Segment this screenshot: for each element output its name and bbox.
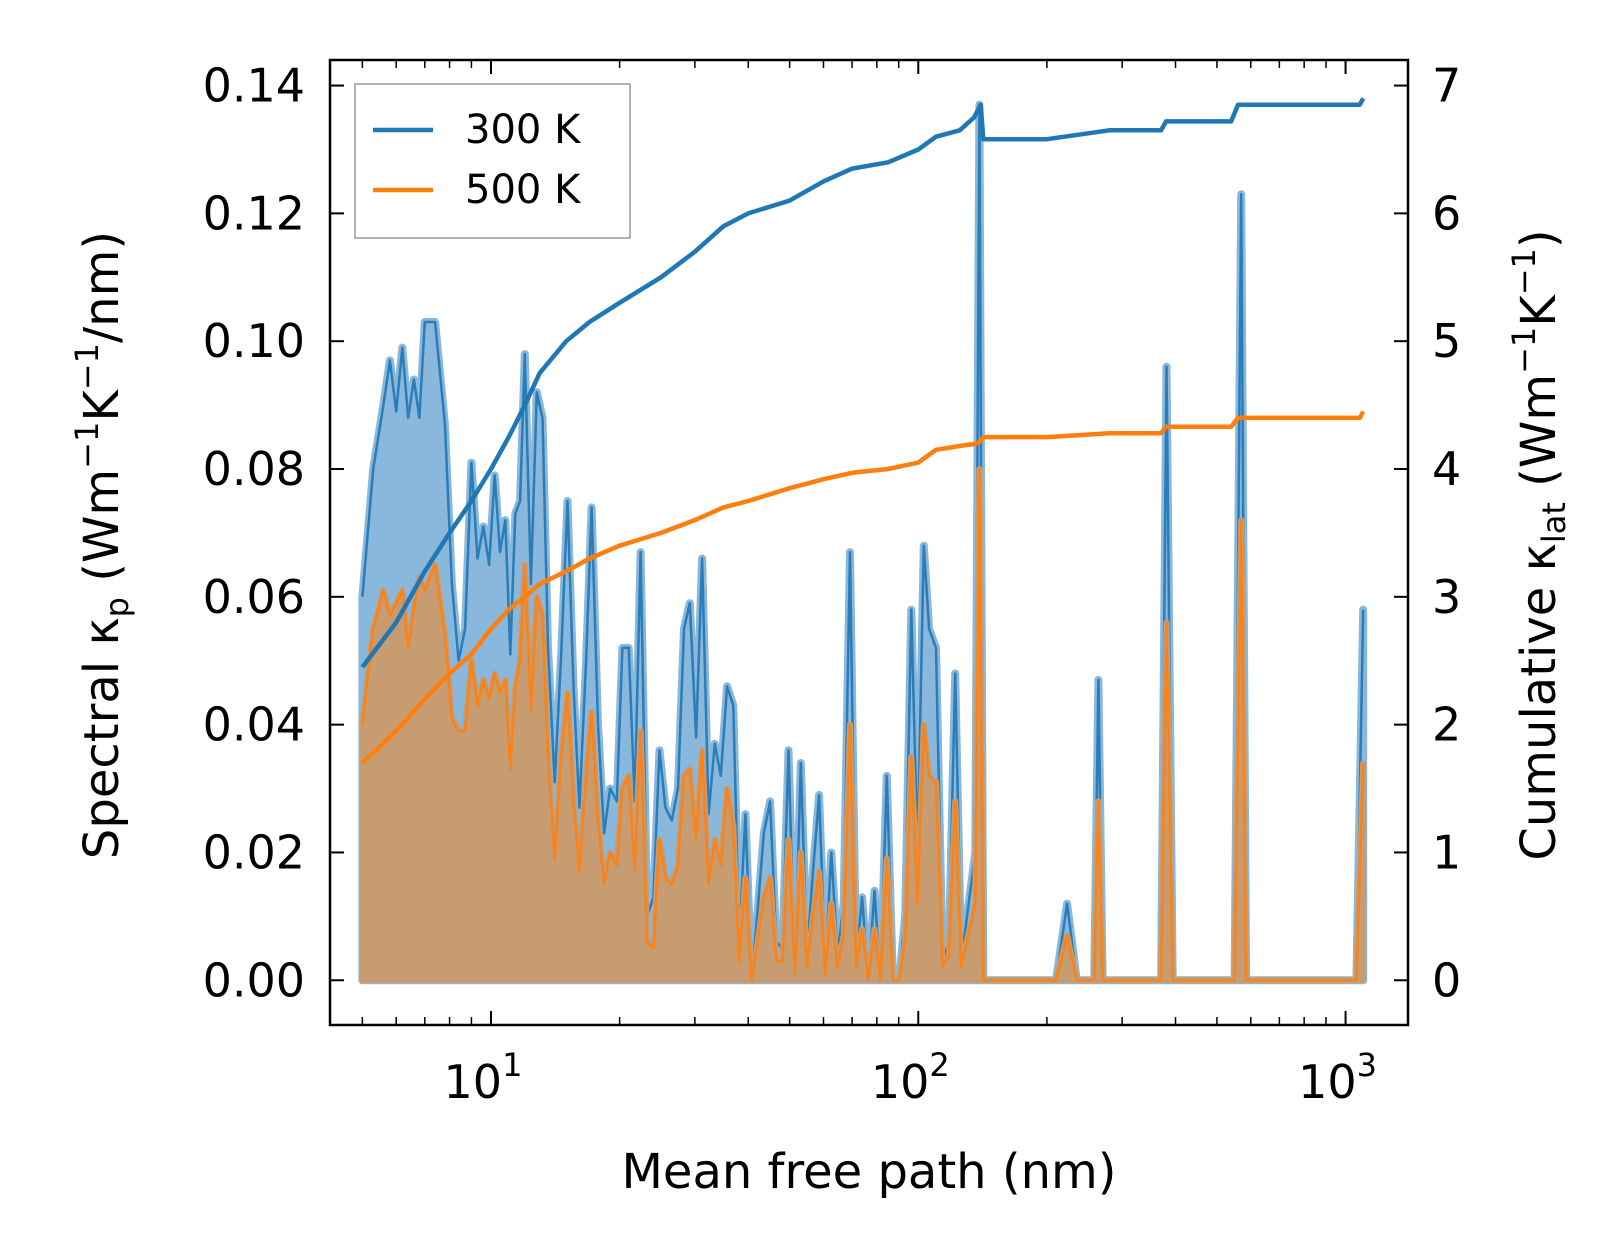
left-y-tick-label: 0.12 [203, 186, 305, 240]
cumulative-line-300k [360, 97, 1366, 669]
left-y-tick-label: 0.02 [203, 825, 305, 879]
legend-label-500k: 500 K [465, 167, 582, 213]
legend-label-300k: 300 K [465, 107, 582, 153]
left-y-tick-label: 0.06 [203, 570, 305, 624]
right-y-tick-label: 4 [1432, 442, 1461, 496]
left-y-tick-label: 0.08 [203, 442, 305, 496]
x-tick-label: 101 [444, 1046, 523, 1109]
left-y-tick-label: 0.04 [203, 698, 305, 752]
left-y-tick-label: 0.14 [203, 59, 305, 113]
left-y-axis-title: Spectral κp (Wm−1K−1/nm) [68, 231, 136, 859]
plot-frame [328, 58, 1410, 1027]
cumulative-line-500k [360, 410, 1366, 765]
legend-box [354, 83, 631, 239]
right-y-tick-label: 5 [1432, 314, 1461, 368]
x-tick-label: 103 [1298, 1046, 1377, 1109]
right-y-tick-label: 6 [1432, 186, 1461, 240]
tick-labels: 101 102 1030.000.020.040.060.080.100.120.1… [203, 59, 1462, 1109]
spectral-fill-areas [358, 100, 1368, 985]
right-y-tick-label: 2 [1432, 698, 1461, 752]
right-y-tick-label: 0 [1432, 953, 1461, 1007]
right-y-tick-label: 3 [1432, 570, 1461, 624]
right-y-tick-label: 7 [1432, 59, 1461, 113]
left-y-tick-label: 0.10 [203, 314, 305, 368]
left-y-tick-label: 0.00 [203, 953, 305, 1007]
legend: 300 K 500 K [354, 83, 631, 239]
x-tick-label: 102 [871, 1046, 950, 1109]
right-y-axis-title: Cumulative κlat (Wm−1K−1) [1505, 229, 1573, 860]
x-axis-title: Mean free path (nm) [622, 1144, 1117, 1200]
spectral-line-500k [361, 467, 1365, 982]
series-lines [360, 97, 1366, 765]
right-y-tick-label: 1 [1432, 825, 1461, 879]
axis-ticks [330, 60, 1408, 1025]
